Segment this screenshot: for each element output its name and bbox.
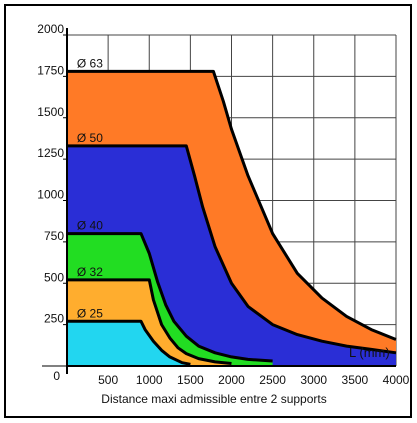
series-outlines: [67, 69, 397, 366]
y-tick-label-1250: 1250: [37, 146, 64, 160]
x-tick-label-2000: 2000: [218, 373, 245, 387]
origin-label: 0: [53, 369, 60, 383]
area-series-4: [67, 321, 191, 366]
y-tick-labels: 250 500 750 1000 1250 1500 1750 2000: [37, 22, 67, 326]
y-tick-label-250: 250: [44, 312, 64, 326]
series-label-0: Ø 63: [77, 56, 103, 70]
x-tick-label-1000: 1000: [136, 373, 163, 387]
y-tick-label-500: 500: [44, 270, 64, 284]
x-tick-label-3500: 3500: [342, 373, 369, 387]
y-tick-label-1000: 1000: [37, 188, 64, 202]
outline-series-0: [67, 69, 397, 341]
series-label-4: Ø 25: [77, 306, 103, 320]
outline-series-3: [67, 278, 232, 365]
y-tick-label-1500: 1500: [37, 105, 64, 119]
outline-series-2: [67, 232, 273, 363]
x-tick-label-2500: 2500: [259, 373, 286, 387]
series-labels: Ø 63 Ø 50 Ø 40 Ø 32 Ø 25: [77, 56, 103, 320]
outline-series-4: [67, 319, 191, 366]
x-tick-label-3000: 3000: [300, 373, 327, 387]
y-tick-label-2000: 2000: [37, 22, 64, 36]
x-tick-labels: 500 1000 1500 2000 2500 3000 3500 4000: [98, 373, 410, 387]
x-tick-label-4000: 4000: [383, 373, 410, 387]
y-tick-label-1750: 1750: [37, 63, 64, 77]
x-tick-label-500: 500: [98, 373, 118, 387]
chart-caption: Distance maxi admissible entre 2 support…: [101, 392, 326, 406]
outline-series-1: [67, 144, 397, 355]
x-axis-label: L (mm): [349, 345, 390, 360]
series-label-3: Ø 32: [77, 265, 103, 279]
series-label-1: Ø 50: [77, 131, 103, 145]
y-tick-label-750: 750: [44, 229, 64, 243]
series-label-2: Ø 40: [77, 219, 103, 233]
x-tick-label-1500: 1500: [177, 373, 204, 387]
